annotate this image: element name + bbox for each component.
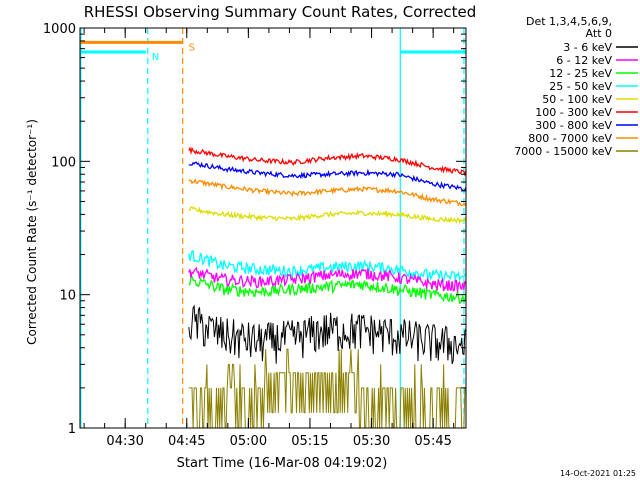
- axes: 1 10 100 1000 04:30 04:45 05:00 05:15 05:30 05:45: [43, 22, 467, 449]
- legend-label-4: 25 - 50 keV: [549, 80, 612, 93]
- y-tick-label-1000: 1000: [43, 22, 76, 37]
- plot-frame: [79, 27, 467, 429]
- legend-label-6: 100 - 300 keV: [535, 106, 612, 119]
- x-tick-label-0545: 05:45: [414, 434, 451, 449]
- y-tick-label-100: 100: [51, 155, 76, 170]
- series-line-12to25kev: [188, 276, 467, 304]
- legend-label-2: 6 - 12 keV: [556, 54, 612, 67]
- legend-label-8: 800 - 7000 keV: [528, 132, 612, 145]
- y-tick-label-1: 1: [68, 422, 76, 437]
- plot-area: SN: [80, 28, 467, 429]
- legend-label-9: 7000 - 15000 keV: [514, 145, 612, 158]
- flag-label-s: S: [189, 42, 195, 53]
- series-line-100to300kev: [188, 146, 467, 177]
- y-axis-label: Corrected Count Rate (s⁻¹ detector⁻¹): [25, 119, 39, 345]
- y-tick-label-10: 10: [59, 289, 76, 304]
- series-line-25to50kev: [188, 250, 467, 283]
- x-tick-label-0445: 04:45: [168, 434, 205, 449]
- series-line-800to7000kev: [188, 178, 467, 207]
- x-tick-label-0515: 05:15: [291, 434, 328, 449]
- x-tick-label-0430: 04:30: [106, 434, 143, 449]
- legend-header-line-2: Att 0: [586, 27, 612, 40]
- series-line-6to12kev: [188, 266, 467, 293]
- series-line-50to100kev: [188, 206, 467, 225]
- legend-label-1: 3 - 6 keV: [563, 41, 612, 54]
- x-tick-label-0530: 05:30: [353, 434, 390, 449]
- legend-label-7: 300 - 800 keV: [535, 119, 612, 132]
- legend-header-line-1: Det 1,3,4,5,6,9,: [526, 15, 612, 28]
- chart-title: RHESSI Observing Summary Count Rates, Co…: [84, 3, 477, 21]
- x-axis-label: Start Time (16-Mar-08 04:19:02): [177, 456, 388, 471]
- series-line-300to800kev: [188, 161, 467, 192]
- series-line-3to6kev: [188, 304, 467, 364]
- timestamp: 14-Oct-2021 01:25: [560, 469, 636, 478]
- legend-label-5: 50 - 100 keV: [542, 93, 612, 106]
- legend-label-3: 12 - 25 keV: [549, 67, 612, 80]
- x-tick-label-0500: 05:00: [230, 434, 267, 449]
- flag-label-n: N: [152, 52, 159, 63]
